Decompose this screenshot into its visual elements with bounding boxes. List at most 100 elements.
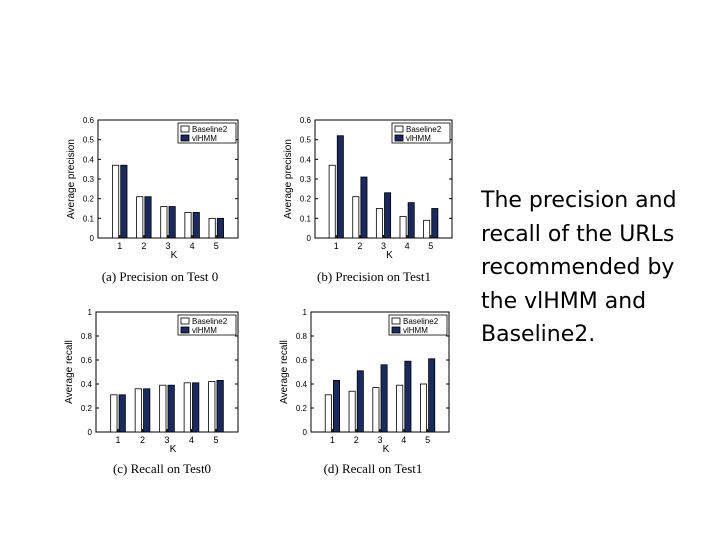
legend-box <box>177 122 237 144</box>
chart-d: 0 0.2 0.4 0.6 0.8 1 Average recall 1 2 3 4 5 K Baseli… <box>279 308 450 476</box>
y-tick-label: 0.2 <box>300 195 312 204</box>
bar-vlhmm <box>404 360 412 433</box>
bar-baseline2 <box>160 206 168 239</box>
bar-baseline2 <box>399 215 407 239</box>
y-tick-label: 0.1 <box>83 214 95 223</box>
bar-baseline2 <box>423 219 431 239</box>
legend-box <box>388 314 448 336</box>
chart-a: 0 0.1 0.2 0.3 0.4 0.5 0.6 Average precision 1 2 3 4… <box>66 116 239 284</box>
bar-baseline2 <box>159 384 167 433</box>
bar-baseline2 <box>136 196 144 239</box>
y-tick-label: 0.5 <box>300 136 312 145</box>
bar-baseline2 <box>375 208 383 239</box>
legend-swatch-baseline2 <box>180 125 190 133</box>
bar-baseline2 <box>208 217 216 239</box>
x-tick-label: 3 <box>165 241 170 251</box>
bar-vlhmm <box>167 384 175 433</box>
y-tick-label: 0.1 <box>300 214 312 223</box>
bar-vlhmm <box>431 208 439 239</box>
x-tick-label: 5 <box>428 241 433 251</box>
bar-baseline2 <box>184 212 192 239</box>
legend-box <box>391 122 451 144</box>
bar-vlhmm <box>168 206 176 239</box>
bar-baseline2 <box>112 164 120 239</box>
y-tick-label: 0.4 <box>296 380 308 389</box>
y-tick-label: 1 <box>303 308 308 317</box>
legend-label-vlhmm: vlHMM <box>403 326 428 335</box>
x-tick-label: 1 <box>117 241 122 251</box>
legend-label-vlhmm: vlHMM <box>192 134 217 143</box>
caption-line-1: The precision and <box>481 188 677 213</box>
y-tick-label: 1 <box>88 308 93 317</box>
legend-swatch-vlhmm <box>180 134 190 142</box>
x-tick-label: 2 <box>141 241 146 251</box>
y-tick-label: 0.8 <box>296 332 308 341</box>
legend-swatch-vlhmm <box>391 326 401 334</box>
bar-baseline2 <box>110 394 118 433</box>
legend-label-vlhmm: vlHMM <box>192 326 217 335</box>
subfigure-caption: (b) Precision on Test1 <box>317 269 431 284</box>
y-tick-label: 0.3 <box>300 175 312 184</box>
y-tick-label: 0 <box>303 428 308 437</box>
y-axis-label: Average recall <box>279 340 290 404</box>
legend-swatch-baseline2 <box>391 317 401 325</box>
legend-box <box>177 314 237 336</box>
chart-b: 0 0.1 0.2 0.3 0.4 0.5 0.6 Average precision 1 2 3 4… <box>283 116 453 284</box>
x-tick-label: 4 <box>401 435 406 445</box>
subfigure-caption: (a) Precision on Test 0 <box>102 269 219 284</box>
bar-baseline2 <box>183 382 191 433</box>
bar-vlhmm <box>192 382 200 433</box>
bar-vlhmm <box>143 388 151 433</box>
chart-c: 0 0.2 0.4 0.6 0.8 1 Average recall 1 2 3 4 5 K Baseli… <box>64 308 239 476</box>
bar-vlhmm <box>336 135 344 239</box>
y-axis-label: Average precision <box>283 139 294 219</box>
y-tick-label: 0.4 <box>300 155 312 164</box>
caption-line-3: recommended by <box>481 255 675 280</box>
x-tick-label: 2 <box>354 435 359 445</box>
y-tick-label: 0.2 <box>296 404 308 413</box>
y-tick-label: 0.6 <box>83 116 95 125</box>
bar-baseline2 <box>134 388 142 433</box>
caption-line-5: Baseline2. <box>481 322 596 347</box>
y-tick-label: 0 <box>88 428 93 437</box>
legend-swatch-vlhmm <box>180 326 190 334</box>
bar-vlhmm <box>120 164 128 239</box>
x-tick-label: 1 <box>330 435 335 445</box>
y-tick-label: 0.4 <box>81 380 93 389</box>
bar-baseline2 <box>324 394 332 433</box>
bar-vlhmm <box>192 212 200 239</box>
bar-vlhmm <box>216 217 224 239</box>
x-axis-label: K <box>386 250 393 261</box>
y-tick-label: 0.2 <box>81 404 93 413</box>
bar-baseline2 <box>372 387 380 433</box>
bar-baseline2 <box>352 196 360 239</box>
y-tick-label: 0.6 <box>296 356 308 365</box>
legend-label-baseline2: Baseline2 <box>192 317 228 326</box>
bar-baseline2 <box>328 164 336 239</box>
x-axis-label: K <box>383 444 390 455</box>
legend-label-baseline2: Baseline2 <box>406 125 442 134</box>
x-tick-label: 3 <box>377 435 382 445</box>
bar-vlhmm <box>428 358 436 433</box>
x-axis-label: K <box>170 444 177 455</box>
slide-caption: The precision and recall of the URLs rec… <box>481 184 711 352</box>
x-tick-label: 1 <box>116 435 121 445</box>
bar-vlhmm <box>407 202 415 239</box>
y-tick-label: 0.3 <box>83 175 95 184</box>
bar-vlhmm <box>360 176 368 239</box>
y-axis-label: Average precision <box>66 139 77 219</box>
bar-vlhmm <box>118 394 126 433</box>
bar-baseline2 <box>348 390 356 433</box>
legend-label-baseline2: Baseline2 <box>192 125 228 134</box>
legend-label-baseline2: Baseline2 <box>403 317 439 326</box>
bar-vlhmm <box>384 192 392 239</box>
y-tick-label: 0.8 <box>81 332 93 341</box>
x-tick-label: 5 <box>213 435 218 445</box>
bar-baseline2 <box>419 383 427 433</box>
y-tick-label: 0.5 <box>83 136 95 145</box>
subfigure-caption: (d) Recall on Test1 <box>324 461 423 476</box>
x-tick-label: 5 <box>214 241 219 251</box>
y-tick-label: 0 <box>307 234 312 243</box>
x-tick-label: 3 <box>381 241 386 251</box>
x-tick-label: 4 <box>189 435 194 445</box>
